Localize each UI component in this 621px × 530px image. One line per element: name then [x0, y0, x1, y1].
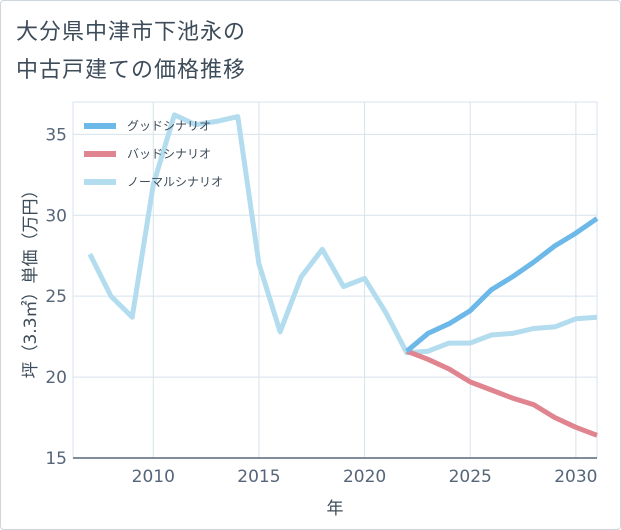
legend-label-1: グッドシナリオ	[127, 119, 211, 133]
y-tick-label: 30	[45, 206, 67, 226]
title-line-2: 中古戸建ての価格推移	[16, 58, 247, 83]
y-tick-label: 35	[45, 125, 67, 145]
x-tick-label: 2025	[449, 467, 492, 487]
x-tick-label: 2015	[237, 467, 280, 487]
y-tick-label: 15	[45, 449, 67, 469]
y-tick-label: 20	[45, 368, 67, 388]
x-tick-label: 2030	[554, 467, 597, 487]
y-tick-label: 25	[45, 287, 67, 307]
series-line-2	[405, 348, 598, 438]
x-tick-label: 2010	[132, 467, 175, 487]
y-axis-label: 坪（3.3㎡）単価（万円）	[21, 181, 41, 378]
x-tick-label: 2020	[343, 467, 386, 487]
x-axis-label: 年	[327, 499, 344, 519]
chart-title: 大分県中津市下池永の 中古戸建ての価格推移	[16, 14, 536, 90]
title-line-1: 大分県中津市下池永の	[16, 20, 247, 45]
legend-label-2: バッドシナリオ	[127, 147, 211, 161]
series-line-3	[87, 112, 598, 356]
series-line-1	[405, 216, 599, 354]
legend-label-3: ノーマルシナリオ	[127, 175, 223, 189]
